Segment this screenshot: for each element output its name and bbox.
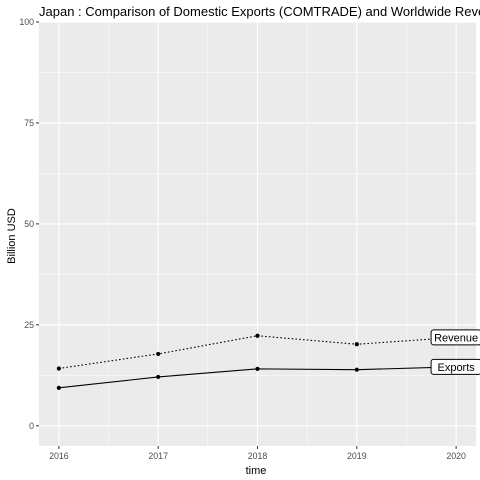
- y-axis-label: Billion USD: [6, 208, 18, 264]
- exports-point: [255, 367, 259, 371]
- y-tick-label: 100: [19, 17, 34, 27]
- revenue-point: [57, 366, 61, 370]
- exports-point: [355, 368, 359, 372]
- chart-title: Japan : Comparison of Domestic Exports (…: [39, 4, 480, 19]
- y-tick-label: 0: [29, 421, 34, 431]
- y-tick-label: 75: [24, 118, 34, 128]
- x-tick-label: 2020: [446, 451, 466, 461]
- x-tick-label: 2018: [248, 451, 268, 461]
- x-tick-label: 2016: [49, 451, 69, 461]
- exports-point: [57, 386, 61, 390]
- exports-point: [156, 375, 160, 379]
- x-tick-label: 2017: [148, 451, 168, 461]
- exports-label-text: Exports: [437, 362, 475, 374]
- revenue-end-label: Revenue: [431, 330, 480, 345]
- x-tick-label: 2019: [347, 451, 367, 461]
- revenue-point: [156, 352, 160, 356]
- y-tick-label: 50: [24, 219, 34, 229]
- revenue-point: [355, 342, 359, 346]
- y-tick-label: 25: [24, 320, 34, 330]
- exports-end-label: Exports: [431, 359, 480, 374]
- revenue-label-text: Revenue: [434, 332, 478, 344]
- revenue-point: [255, 334, 259, 338]
- x-axis-label: time: [246, 465, 267, 477]
